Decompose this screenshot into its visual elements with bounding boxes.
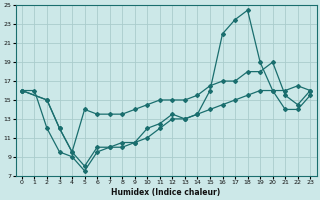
X-axis label: Humidex (Indice chaleur): Humidex (Indice chaleur) xyxy=(111,188,221,197)
